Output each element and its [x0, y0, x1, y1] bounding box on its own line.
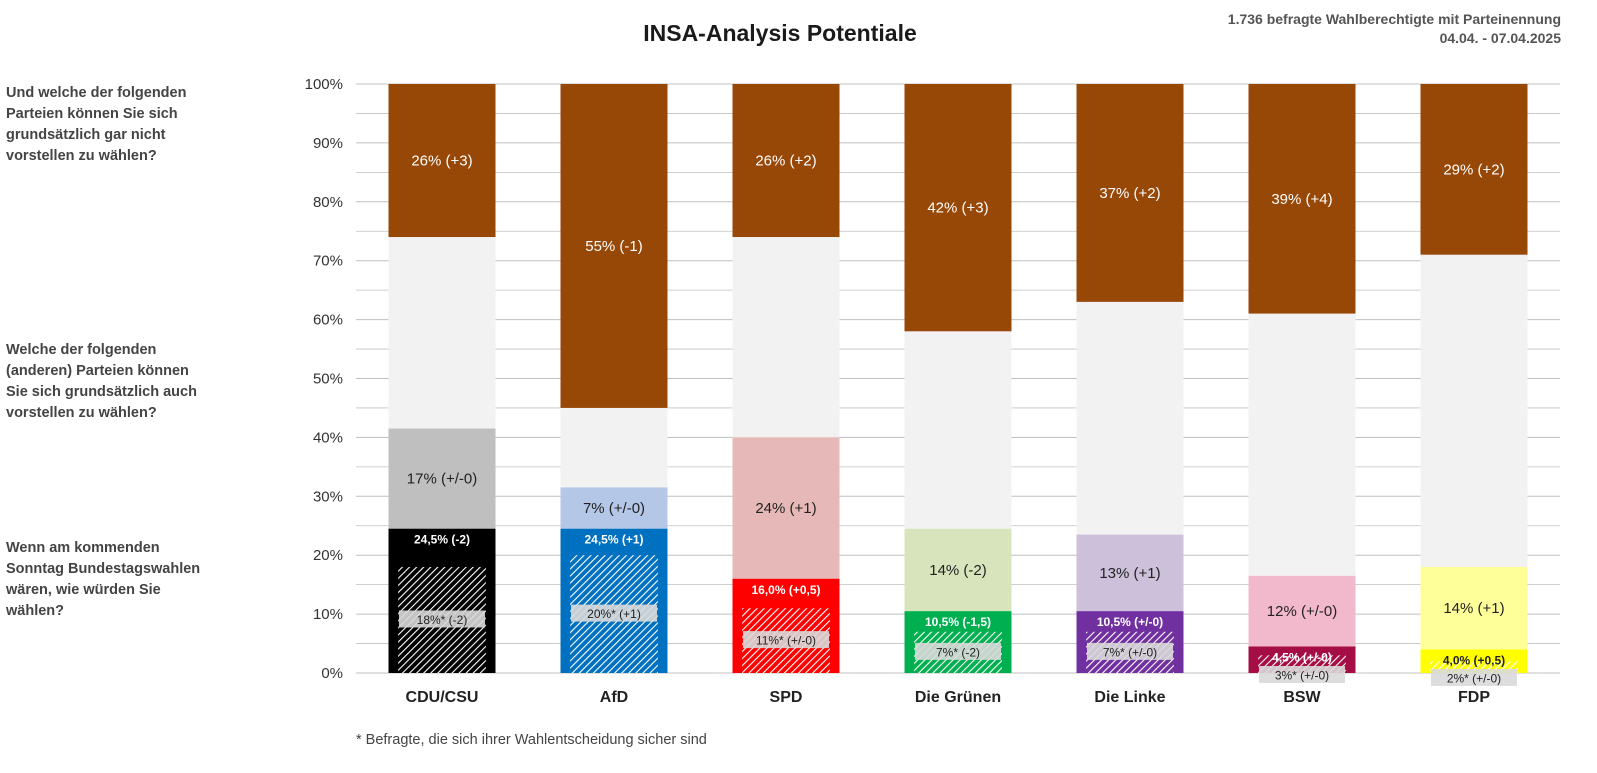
chart-title: INSA-Analysis Potentiale [643, 20, 917, 46]
sure-label: 7%* (+/-0) [1103, 645, 1157, 659]
vote-label: 24,5% (+1) [584, 533, 643, 547]
never-label: 55% (-1) [585, 238, 643, 255]
question-vote: Wenn am kommenden Sonntag Bundestagswahl… [6, 540, 201, 619]
never-label: 26% (+3) [411, 153, 472, 170]
potential-label: 17% (+/-0) [407, 471, 477, 488]
bars [388, 84, 1528, 673]
bar-sure-segment [1430, 661, 1518, 673]
bar-never-segment [1248, 84, 1356, 314]
bar-potential-segment [1076, 534, 1184, 612]
x-tick-label: AfD [600, 689, 628, 706]
bar-potential-segment [388, 428, 496, 529]
sure-label: 3%* (+/-0) [1275, 668, 1329, 682]
x-tick-label: BSW [1283, 689, 1321, 706]
question-never: Und welche der folgenden Parteien können… [6, 85, 187, 164]
survey-period: 04.04. - 07.04.2025 [1439, 30, 1561, 46]
x-tick-label: Die Grünen [915, 689, 1001, 706]
bar-neutral-segment [1420, 254, 1528, 567]
sure-label-box [915, 642, 1001, 660]
footnote: * Befragte, die sich ihrer Wahlentscheid… [356, 732, 707, 748]
sure-label: 18%* (-2) [417, 613, 468, 627]
sure-label: 11%* (+/-0) [756, 634, 816, 648]
bar-never-segment [560, 84, 668, 408]
bar-never-segment [1420, 84, 1528, 255]
potential-label: 12% (+/-0) [1267, 603, 1337, 620]
never-label: 37% (+2) [1099, 185, 1160, 202]
sure-label-box [399, 610, 485, 628]
sure-label: 7%* (-2) [936, 645, 980, 659]
sure-label-box [1431, 668, 1517, 686]
x-tick-label: Die Linke [1094, 689, 1165, 706]
x-tick-label: CDU/CSU [406, 689, 479, 706]
sure-label-box [1087, 642, 1173, 660]
axis-labels: 0% 10% 20% 30% 40% 50% 60% 70% 80% 90% 100% CDU/CSU… [305, 76, 1491, 706]
survey-meta: 1.736 befragte Wahlberechtigte mit Parte… [1228, 10, 1561, 48]
sure-label: 20%* (+1) [587, 607, 641, 621]
bar-neutral-segment [560, 407, 668, 488]
never-label: 29% (+2) [1443, 161, 1504, 178]
respondents-info: 1.736 befragte Wahlberechtigte mit Parte… [1227, 11, 1561, 27]
y-tick-label: 80% [313, 194, 343, 211]
bar-potential-segment [1420, 566, 1528, 650]
vote-label: 10,5% (+/-0) [1097, 615, 1163, 629]
data-labels: 26% (+3) 17% (+/-0) 24,5% (-2) 18%* (-2) 55%… [399, 153, 1517, 686]
bar-never-segment [732, 84, 840, 238]
question-could: Welche der folgenden (anderen) Parteien … [6, 342, 197, 421]
bar-neutral-segment [1076, 301, 1184, 535]
y-tick-label: 30% [313, 488, 343, 505]
vote-label: 4,5% (+/-0) [1272, 650, 1332, 664]
x-tick-label: FDP [1458, 689, 1490, 706]
sure-label-box [743, 631, 829, 649]
sure-label-box [571, 604, 657, 622]
y-tick-label: 60% [313, 312, 343, 329]
never-label: 42% (+3) [927, 200, 988, 217]
potential-label: 7% (+/-0) [583, 500, 645, 517]
bar-neutral-segment [388, 237, 496, 429]
potential-label: 14% (+1) [1443, 600, 1504, 617]
y-tick-label: 20% [313, 547, 343, 564]
never-label: 26% (+2) [755, 153, 816, 170]
vote-label: 16,0% (+0,5) [751, 583, 820, 597]
vote-label: 4,0% (+0,5) [1443, 653, 1505, 667]
potential-label: 13% (+1) [1099, 565, 1160, 582]
vote-label: 24,5% (-2) [414, 533, 470, 547]
y-tick-label: 70% [313, 253, 343, 270]
potential-label: 24% (+1) [755, 500, 816, 517]
potential-label: 14% (-2) [929, 562, 987, 579]
y-tick-label: 100% [305, 76, 343, 93]
vote-label: 10,5% (-1,5) [925, 615, 991, 629]
bar-neutral-segment [732, 237, 840, 438]
y-tick-label: 50% [313, 371, 343, 388]
never-label: 39% (+4) [1271, 191, 1332, 208]
bar-neutral-segment [1248, 313, 1356, 576]
bar-neutral-segment [904, 331, 1012, 529]
y-tick-label: 40% [313, 429, 343, 446]
bar-never-segment [904, 84, 1012, 332]
bar-potential-segment [732, 437, 840, 579]
bar-potential-segment [1248, 575, 1356, 647]
sure-label-box [1259, 665, 1345, 683]
bar-never-segment [1076, 84, 1184, 302]
y-tick-label: 0% [321, 665, 343, 682]
y-tick-label: 10% [313, 606, 343, 623]
x-tick-label: SPD [770, 689, 803, 706]
sure-label: 2%* (+/-0) [1447, 671, 1501, 685]
bar-potential-segment [560, 487, 668, 529]
bar-potential-segment [904, 528, 1012, 612]
bar-never-segment [388, 84, 496, 238]
y-tick-label: 90% [313, 135, 343, 152]
